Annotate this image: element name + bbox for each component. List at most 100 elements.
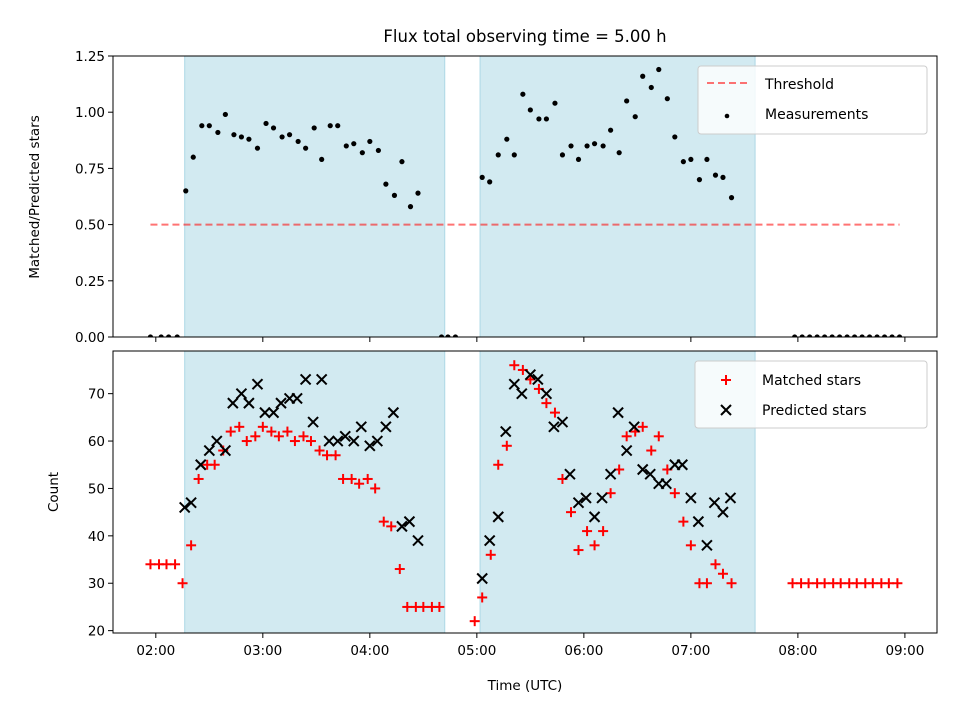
predicted-star-point [604, 468, 617, 480]
measurement-point [591, 141, 598, 147]
measurement-point [889, 334, 895, 337]
legend-matched-swatch [721, 375, 731, 385]
x-tick-label: 04:00 [350, 643, 389, 659]
predicted-star-point [660, 477, 672, 490]
predicted-star-point [267, 406, 280, 419]
y-tick-label: 0.50 [75, 218, 105, 234]
time-x-axis: 02:00 03:00 04:00 05:00 06:00 07:00 08:00 09:00 [136, 633, 924, 659]
count-y-axis-label: Count [46, 472, 62, 512]
measurement-point [215, 129, 221, 136]
measurement-point [664, 96, 670, 102]
count-plot-data [145, 360, 903, 627]
shaded-window-1 [184, 350, 446, 634]
predicted-star-point [355, 421, 367, 433]
matched-star-point [378, 516, 389, 527]
measurement-point [881, 334, 888, 337]
y-tick-label: 50 [88, 481, 105, 497]
predicted-star-point [315, 373, 328, 386]
predicted-star-point [332, 435, 344, 447]
predicted-star-point [483, 534, 496, 547]
measurement-point [568, 143, 574, 149]
predicted-star-point [203, 444, 216, 457]
matched-star-point [330, 450, 341, 461]
predicted-star-point [211, 435, 223, 447]
predicted-star-point [219, 444, 232, 457]
measurement-point [672, 134, 678, 140]
predicted-star-point [178, 501, 191, 514]
y-tick-label: 20 [88, 624, 105, 640]
measurement-point [829, 334, 835, 337]
matched-star-point [621, 431, 632, 442]
measurement-point [246, 136, 252, 142]
predicted-star-point [637, 463, 649, 476]
measurement-point [279, 134, 285, 140]
measurement-point [295, 138, 301, 145]
predicted-star-point [685, 492, 697, 504]
predicted-star-point [291, 392, 303, 405]
measurement-point [367, 138, 373, 145]
matched-star-point [678, 516, 689, 527]
measurement-point [495, 152, 501, 158]
matched-star-point [787, 578, 798, 589]
predicted-star-point [380, 421, 392, 433]
count-y-axis: 20 30 40 50 60 70 [88, 387, 113, 640]
predicted-star-point [185, 496, 197, 509]
matched-star-point [322, 450, 333, 461]
measurement-point [311, 125, 317, 131]
matched-star-point [434, 601, 445, 612]
matched-star-point [469, 616, 480, 627]
measurement-point [158, 334, 164, 337]
measurement-point [600, 143, 606, 149]
matched-star-point [170, 559, 181, 570]
matched-star-point [161, 559, 172, 570]
measurement-point [391, 192, 398, 198]
predicted-star-point [580, 492, 592, 504]
measurement-point [231, 132, 237, 138]
measurement-point [270, 125, 277, 131]
predicted-star-point [195, 459, 207, 471]
predicted-star-point [717, 506, 729, 518]
measurement-point [263, 120, 269, 127]
matched-star-point [209, 459, 220, 470]
measurement-point [375, 147, 381, 154]
ratio-panel: 0.00 0.25 0.50 0.75 1.00 1.25 Matched/Predict… [27, 49, 938, 346]
measurement-point [359, 150, 365, 156]
measurement-point [616, 150, 622, 156]
measurement-point [584, 143, 590, 149]
ratio-y-axis: 0.00 0.25 0.50 0.75 1.00 1.25 [75, 49, 113, 346]
matched-star-point [803, 578, 814, 589]
measurement-point [656, 66, 662, 73]
ratio-plot-frame [112, 55, 938, 338]
measurement-point [452, 334, 459, 337]
measurement-point [445, 334, 451, 337]
predicted-star-point [387, 406, 400, 419]
matched-star-point [701, 578, 712, 589]
matched-star-point [566, 507, 577, 518]
matched-star-point [710, 559, 721, 570]
matched-star-point [477, 592, 488, 603]
predicted-star-point [243, 397, 255, 409]
matched-star-point [338, 473, 349, 484]
matched-star-point [653, 431, 664, 442]
matched-star-point [669, 488, 680, 499]
measurement-point [896, 334, 903, 337]
matched-star-point [717, 568, 728, 579]
measurement-point [351, 141, 357, 147]
count-legend-box [694, 360, 928, 429]
x-tick-label: 07:00 [671, 643, 710, 659]
matched-star-point [386, 521, 397, 532]
matched-star-point [598, 526, 609, 537]
legend-measurements-label: Measurements [765, 107, 868, 123]
matched-star-point [314, 445, 325, 456]
measurement-point [792, 334, 798, 337]
predicted-star-point [548, 421, 560, 433]
count-panel: 20 30 40 50 60 70 02:00 03:00 04:00 05:00 06:00 07… [46, 350, 938, 694]
measurement-point [254, 145, 261, 151]
matched-star-point [541, 398, 552, 409]
measurement-point [814, 334, 820, 337]
predicted-star-point [307, 416, 319, 428]
measurement-point [343, 143, 349, 149]
predicted-star-point [364, 440, 376, 452]
measurement-point [648, 84, 654, 91]
